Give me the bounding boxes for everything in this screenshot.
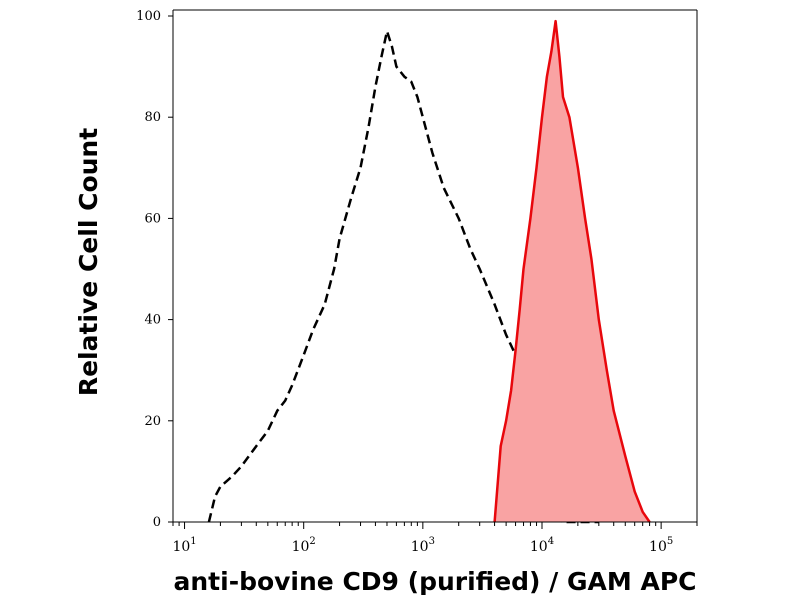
x-ticks: 101 102 103 104 105 <box>172 522 698 555</box>
x-tick-label: 105 <box>649 536 673 555</box>
series-1-area <box>494 21 650 522</box>
x-tick-label: 103 <box>411 536 435 555</box>
x-tick-label: 101 <box>172 536 196 555</box>
series-1-outline <box>493 19 651 523</box>
y-tick-label: 0 <box>153 515 161 530</box>
y-tick-label: 40 <box>144 313 161 328</box>
x-tick-label: 102 <box>292 536 316 555</box>
y-tick-label: 20 <box>144 414 161 429</box>
y-tick-label: 100 <box>136 9 161 24</box>
y-tick-label: 80 <box>144 110 161 125</box>
x-axis-label: anti-bovine CD9 (purified) / GAM APC <box>174 567 697 596</box>
axes <box>172 9 698 523</box>
plot-area <box>173 19 697 524</box>
x-tick-label: 104 <box>530 536 554 555</box>
y-tick-label: 60 <box>144 211 161 226</box>
y-axis-label: Relative Cell Count <box>74 128 103 396</box>
y-ticks: 0 20 40 60 80 100 <box>136 9 173 530</box>
